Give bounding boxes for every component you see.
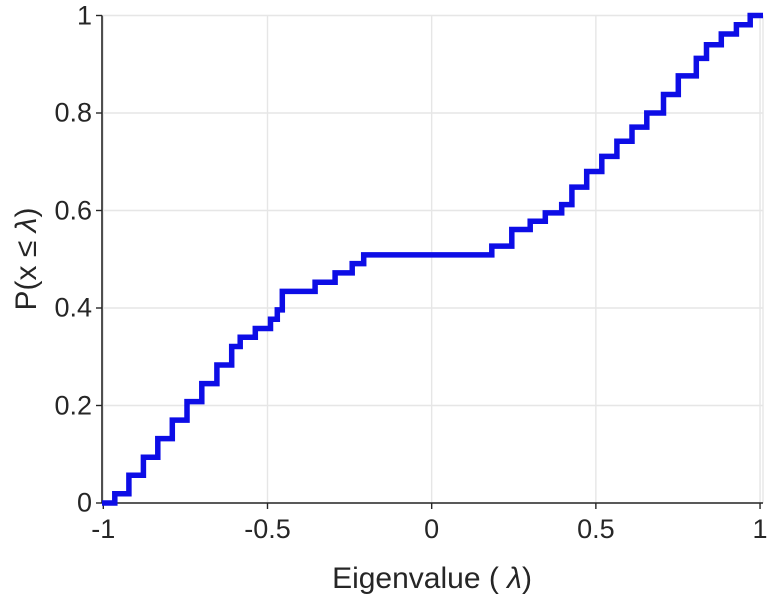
y-tick-label: 0 — [76, 487, 92, 518]
x-tick-label: 0 — [424, 514, 440, 544]
lambda-symbol: λ — [10, 217, 43, 233]
x-tick-label: -0.5 — [244, 514, 291, 544]
y-tick-label: 0.4 — [54, 292, 92, 323]
lambda-symbol: λ — [507, 562, 522, 595]
y-tick-label: 0.8 — [54, 97, 92, 128]
y-axis-label: P(x ≤ λ) — [10, 208, 44, 311]
x-tick-label: 1 — [752, 514, 768, 544]
y-axis-label-close: ) — [10, 207, 43, 218]
x-axis-label-close: ) — [521, 562, 532, 595]
x-tick-label: -1 — [91, 514, 116, 544]
ecdf-curve — [102, 12, 763, 506]
y-tick-label: 1 — [76, 0, 92, 30]
x-axis-label-text: Eigenvalue ( — [332, 562, 508, 595]
x-axis-label: Eigenvalue ( λ) — [332, 562, 532, 596]
y-axis-label-text: P(x ≤ — [10, 232, 43, 311]
y-tick-label: 0.2 — [54, 390, 92, 420]
y-tick-label: 0.6 — [54, 195, 92, 225]
x-tick-label: 0.5 — [577, 514, 615, 544]
